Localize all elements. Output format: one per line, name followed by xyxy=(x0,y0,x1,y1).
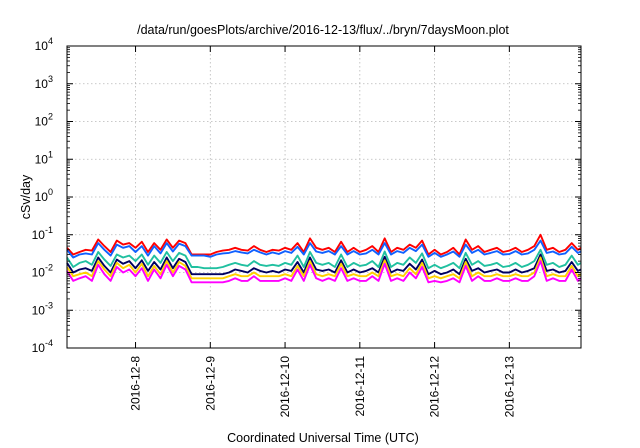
y-tick-label: 10-2 xyxy=(32,263,53,280)
y-tick-label: 10-4 xyxy=(32,338,53,355)
x-tick-label: 2016-12-10 xyxy=(278,356,292,418)
series-line-2 xyxy=(66,239,582,259)
x-tick-label: 2016-12-13 xyxy=(502,356,516,418)
y-tick-label: 10-3 xyxy=(32,300,53,317)
y-tick-label: 10-1 xyxy=(32,225,53,242)
y-tick-label: 102 xyxy=(35,112,53,129)
series-lines xyxy=(66,233,582,284)
y-tick-label: 100 xyxy=(35,187,53,204)
series-line-3 xyxy=(66,248,582,270)
series-line-6 xyxy=(66,260,582,284)
x-tick-label: 2016-12-9 xyxy=(203,356,217,411)
grid-lines xyxy=(67,46,581,348)
x-tick-label: 2016-12-8 xyxy=(129,356,143,411)
series-line-4 xyxy=(66,253,582,276)
series-line-5 xyxy=(66,256,582,280)
y-axis-label: cSv/day xyxy=(19,174,33,219)
series-line-1 xyxy=(66,233,582,256)
y-tick-label: 104 xyxy=(35,36,53,53)
y-tick-label: 103 xyxy=(35,74,53,91)
x-tick-label: 2016-12-11 xyxy=(353,356,367,417)
x-axis-label: Coordinated Universal Time (UTC) xyxy=(227,431,419,445)
y-tick-label: 101 xyxy=(35,149,53,166)
y-axis: 10-4 10-3 10-2 10-1 100 101 102 103 104 xyxy=(32,36,581,355)
x-axis: 2016-12-8 2016-12-9 2016-12-10 2016-12-11 20… xyxy=(129,46,516,418)
x-tick-label: 2016-12-12 xyxy=(428,356,442,418)
chart-title: /data/run/goesPlots/archive/2016-12-13/f… xyxy=(137,23,509,37)
